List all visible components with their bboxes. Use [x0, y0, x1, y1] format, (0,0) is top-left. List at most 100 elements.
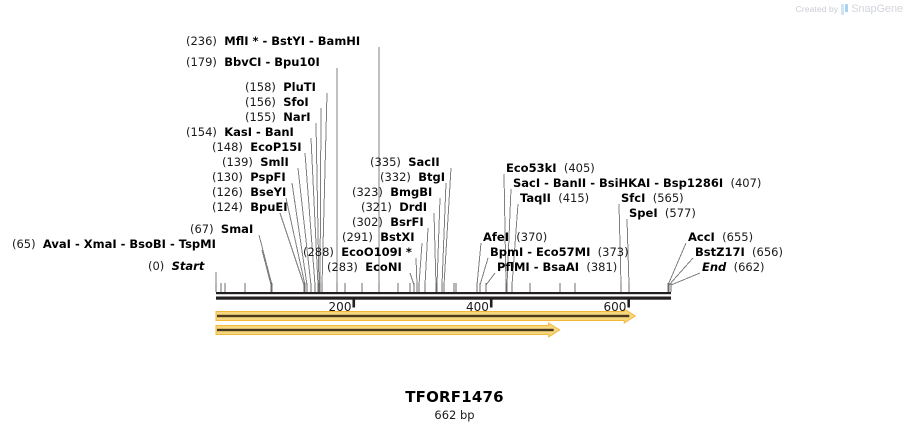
enzyme-name[interactable]: BpmI [490, 245, 524, 259]
enzyme-name[interactable]: Bsp1286I [663, 176, 724, 190]
label-econi[interactable]: (283) EcoNI [327, 261, 402, 274]
label-btgi[interactable]: (332) BtgI [380, 171, 445, 184]
leader-line [670, 272, 701, 286]
enzyme-name[interactable]: BsiHKAI [598, 176, 651, 190]
label-bseyi[interactable]: (126) BseYI [212, 186, 286, 199]
ruler-tick-label: 600 [603, 300, 627, 314]
enzyme-name[interactable]: AfeI [483, 230, 509, 244]
enzyme-name[interactable]: BseYI [250, 185, 287, 199]
label-nari[interactable]: (155) NarI [245, 111, 311, 124]
leader-line [261, 249, 272, 286]
enzyme-name[interactable]: Bpu10I [274, 55, 320, 69]
enzyme-name[interactable]: Eco57MI [536, 245, 591, 259]
enzyme-name[interactable]: SfoI [283, 95, 309, 109]
label-sfci[interactable]: SfcI (565) [621, 192, 684, 205]
site-position: (130) [212, 170, 243, 184]
label-taqii[interactable]: TaqII (415) [520, 192, 589, 205]
label-start[interactable]: (0) Start [148, 260, 204, 273]
enzyme-separator: - [540, 176, 553, 190]
enzyme-name[interactable]: BmgBI [390, 185, 433, 199]
enzyme-name[interactable]: XmaI [83, 237, 117, 251]
site-position: (139) [222, 155, 253, 169]
label-bsrfi[interactable]: (302) BsrFI [352, 216, 424, 229]
site-position: (126) [212, 185, 243, 199]
enzyme-separator: - [252, 125, 265, 139]
label-eco53ki[interactable]: Eco53kI (405) [506, 162, 595, 175]
leader-line [668, 257, 694, 286]
label-sfoi[interactable]: (156) SfoI [245, 96, 309, 109]
enzyme-name[interactable]: AccI [688, 230, 715, 244]
enzyme-name[interactable]: SacII [408, 155, 440, 169]
enzyme-name[interactable]: PflMI [497, 260, 530, 274]
enzyme-name[interactable]: BsrFI [390, 215, 424, 229]
enzyme-name[interactable]: NarI [283, 110, 311, 124]
enzyme-name[interactable]: BstXI [380, 230, 415, 244]
enzyme-name[interactable]: SacI [513, 176, 541, 190]
enzyme-name[interactable]: DrdI [399, 200, 427, 214]
label-end[interactable]: End (662) [702, 261, 765, 274]
enzyme-name[interactable]: BanI [264, 125, 294, 139]
enzyme-name[interactable]: BstYI [271, 34, 306, 48]
enzyme-name[interactable]: AvaI [42, 237, 71, 251]
label-bstz17i[interactable]: BstZ17I (656) [695, 246, 783, 259]
enzyme-name[interactable]: BamHI [317, 34, 361, 48]
label-mfli-bstyi-bamhi[interactable]: (236) MflI * - BstYI - BamHI [186, 35, 360, 48]
site-position: (332) [380, 170, 411, 184]
leader-line [258, 234, 273, 286]
enzyme-separator: - [116, 237, 130, 251]
enzyme-name[interactable]: TspMI [178, 237, 216, 251]
label-spei[interactable]: SpeI (577) [629, 207, 696, 220]
enzyme-name[interactable]: BpuEI [250, 200, 288, 214]
enzyme-name[interactable]: SmaI [220, 222, 254, 236]
enzyme-name[interactable]: PluTI [283, 80, 316, 94]
enzyme-name[interactable]: EcoO109I * [341, 245, 412, 259]
label-ecop15i[interactable]: (148) EcoP15I [212, 141, 302, 154]
label-bpmi-eco57mi[interactable]: BpmI - Eco57MI (373) [490, 246, 629, 259]
label-afei[interactable]: AfeI (370) [483, 231, 547, 244]
site-position: (158) [245, 80, 276, 94]
label-saci-banii-bsihkai-bsp1286i[interactable]: SacI - BanII - BsiHKAI - Bsp1286I (407) [513, 177, 761, 190]
label-pflmi-bsaai[interactable]: PflMI - BsaAI (381) [497, 261, 617, 274]
enzyme-name[interactable]: MflI * [224, 34, 259, 48]
leader-line [485, 272, 496, 286]
label-avai-xmai-bsobi-tspmi[interactable]: (65) AvaI - XmaI - BsoBI - TspMI [12, 238, 216, 251]
leader-line [285, 197, 306, 286]
enzyme-name[interactable]: BtgI [418, 170, 446, 184]
site-position: (335) [370, 155, 401, 169]
enzyme-name[interactable]: BsoBI [129, 237, 166, 251]
enzyme-name[interactable]: Eco53kI [506, 161, 557, 175]
enzyme-name[interactable]: BanII [552, 176, 587, 190]
label-bstxi[interactable]: (291) BstXI [342, 231, 415, 244]
enzyme-name[interactable]: BbvCI [224, 55, 262, 69]
label-acci[interactable]: AccI (655) [688, 231, 753, 244]
enzyme-name[interactable]: TaqII [520, 191, 551, 205]
enzyme-name[interactable]: EcoP15I [250, 140, 302, 154]
enzyme-name[interactable]: BstZ17I [695, 245, 745, 259]
ruler-tick-label: 200 [328, 300, 352, 314]
label-pluti[interactable]: (158) PluTI [245, 81, 316, 94]
label-smai[interactable]: (67) SmaI [190, 223, 253, 236]
leader-line [503, 173, 507, 286]
site-position: (655) [722, 230, 754, 244]
leader-line [479, 257, 489, 286]
label-ecoo109i[interactable]: (288) EcoO109I * [303, 246, 412, 259]
label-bmgbi[interactable]: (323) BmgBI [352, 186, 432, 199]
feature-arrow-core-line [217, 314, 630, 318]
enzyme-name[interactable]: EcoNI [365, 260, 402, 274]
enzyme-name[interactable]: PspFI [250, 170, 286, 184]
watermark-created-by-text: Created by [795, 4, 839, 14]
label-pspfi[interactable]: (130) PspFI [212, 171, 286, 184]
enzyme-name[interactable]: SpeI [629, 206, 658, 220]
terminus-marker: Start [171, 259, 205, 273]
label-smli[interactable]: (139) SmlI [222, 156, 289, 169]
title-block: TFORF1476 662 bp [0, 388, 909, 422]
label-bbvci-bpu10i[interactable]: (179) BbvCI - Bpu10I [186, 56, 320, 69]
label-bpuei[interactable]: (124) BpuEI [212, 201, 288, 214]
enzyme-name[interactable]: SfcI [621, 191, 646, 205]
enzyme-name[interactable]: BsaAI [542, 260, 580, 274]
label-sacii[interactable]: (335) SacII [370, 156, 440, 169]
label-kasi-bani[interactable]: (154) KasI - BanI [186, 126, 294, 139]
label-drdi[interactable]: (321) DrdI [361, 201, 427, 214]
enzyme-name[interactable]: SmlI [260, 155, 289, 169]
enzyme-name[interactable]: KasI [224, 125, 253, 139]
